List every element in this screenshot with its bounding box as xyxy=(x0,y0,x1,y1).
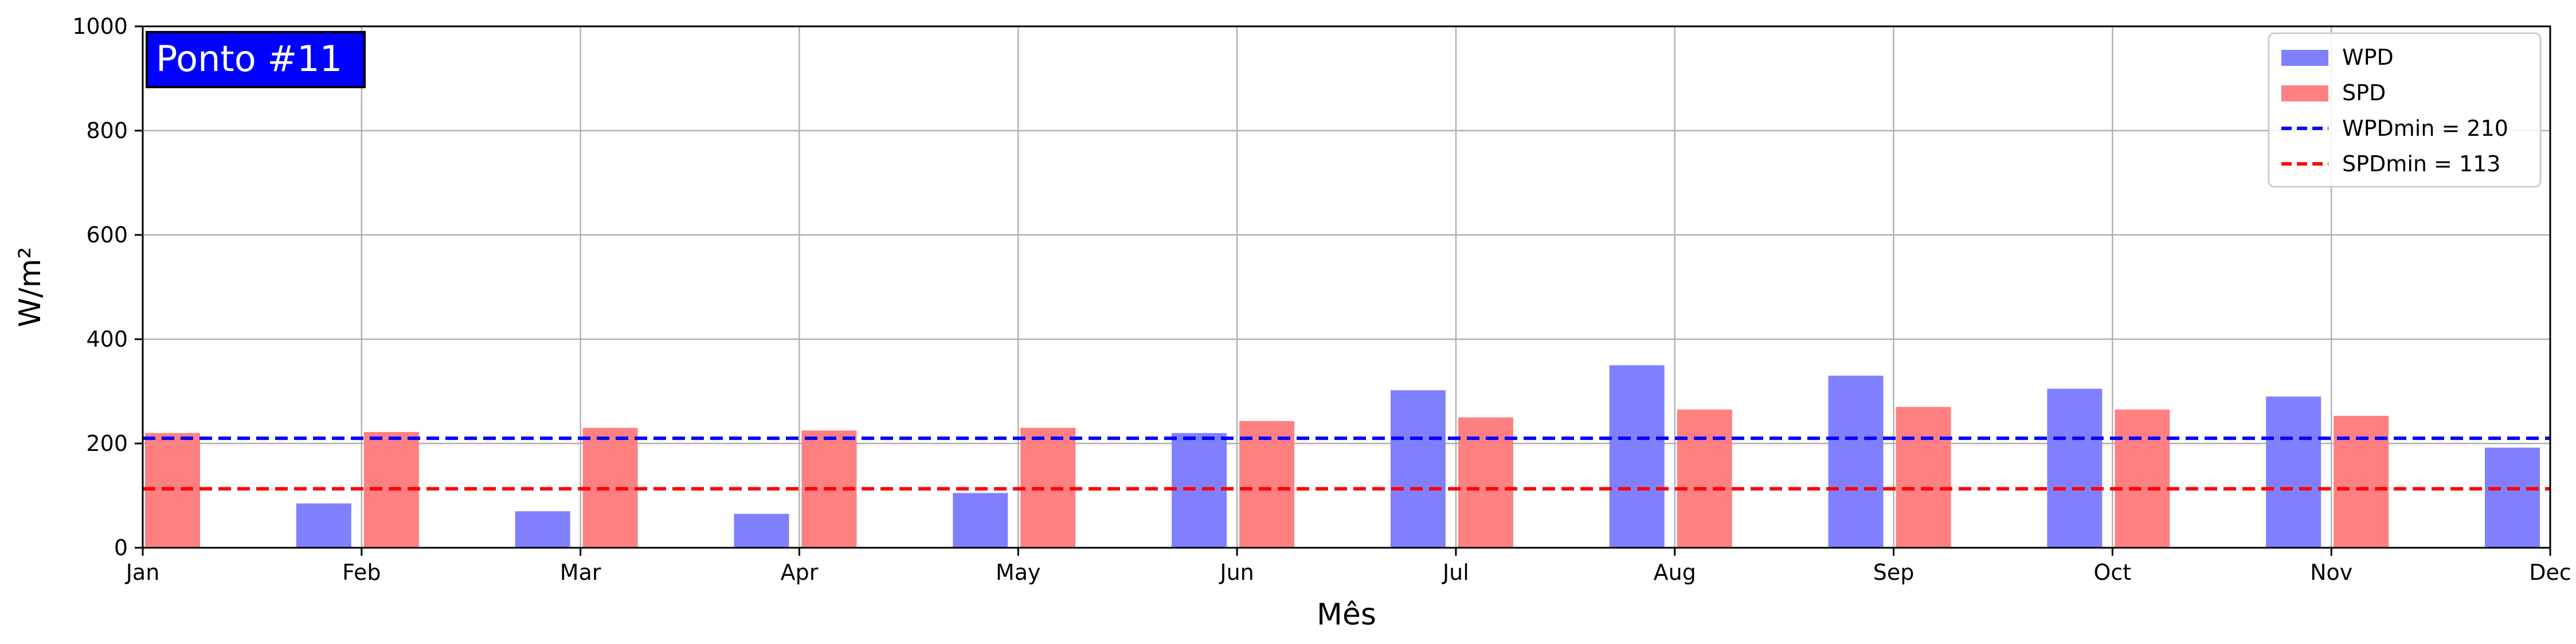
wpd-bar xyxy=(2485,447,2540,548)
x-tick-label: Dec xyxy=(2529,560,2571,585)
legend-swatch xyxy=(2281,85,2328,101)
wpd-bar xyxy=(1828,375,1884,548)
x-tick-label: Jan xyxy=(125,560,160,585)
spd-bar xyxy=(1896,407,1951,548)
wpd-bar xyxy=(953,493,1008,548)
spd-bar xyxy=(2334,415,2389,548)
spd-bar xyxy=(1677,409,1732,548)
wpd-bar xyxy=(515,511,570,548)
spd-bar xyxy=(2115,409,2170,548)
legend-label: WPDmin = 210 xyxy=(2342,116,2508,141)
y-axis-title: W/m² xyxy=(13,247,48,327)
legend: WPD SPD WPDmin = 210 SPDmin = 113 xyxy=(2268,32,2542,188)
axis-ticks: Jan Feb Mar Apr May Jun Jul Aug Sep Oct Nov Dec 0 200… xyxy=(72,14,2571,585)
spd-bar xyxy=(582,427,638,548)
legend-frame xyxy=(2268,32,2542,188)
x-tick-label: Jul xyxy=(1442,560,1469,585)
y-tick-label: 0 xyxy=(114,535,128,560)
y-tick-label: 1000 xyxy=(72,14,128,39)
legend-swatch xyxy=(2281,50,2328,66)
x-tick-label: Nov xyxy=(2310,560,2352,585)
wpd-bar xyxy=(1390,390,1446,548)
x-tick-label: Oct xyxy=(2094,560,2132,585)
wpd-bar xyxy=(296,503,351,548)
wpd-bar xyxy=(734,513,789,548)
y-tick-label: 200 xyxy=(86,431,128,456)
wpd-bar xyxy=(1172,433,1227,548)
wpd-bar xyxy=(2047,388,2103,548)
x-tick-label: May xyxy=(996,560,1041,585)
bars xyxy=(145,365,2540,548)
legend-label: SPD xyxy=(2342,80,2386,105)
y-tick-label: 600 xyxy=(86,222,128,248)
x-tick-label: Jun xyxy=(1219,560,1254,585)
legend-label: SPDmin = 113 xyxy=(2342,151,2500,176)
panel-label-box xyxy=(146,31,366,88)
grid xyxy=(142,25,2551,549)
x-tick-label: Aug xyxy=(1654,560,1696,585)
spd-bar xyxy=(1020,427,1076,548)
y-tick-label: 800 xyxy=(86,118,128,143)
spd-bar xyxy=(1239,421,1295,548)
x-tick-label: Mar xyxy=(560,560,601,585)
wpd-bar xyxy=(1609,365,1665,548)
x-tick-label: Sep xyxy=(1873,560,1915,585)
wpd-bar xyxy=(2266,396,2321,548)
panel-label-text: Ponto #11 xyxy=(156,38,342,80)
panel-label: Ponto #11 xyxy=(146,31,366,88)
plot-frame xyxy=(142,25,2551,549)
legend-label: WPD xyxy=(2342,45,2394,70)
reference-lines xyxy=(143,436,2550,491)
x-tick-label: Apr xyxy=(781,560,819,585)
y-tick-label: 400 xyxy=(86,327,128,352)
x-axis-title: Mês xyxy=(1317,598,1376,632)
x-tick-label: Feb xyxy=(342,560,381,585)
